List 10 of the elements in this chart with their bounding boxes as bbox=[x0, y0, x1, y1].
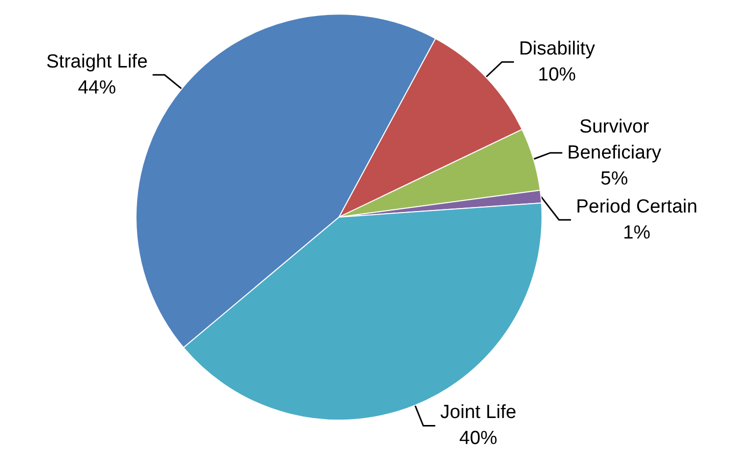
slice-label: Joint Life bbox=[440, 402, 516, 424]
data-label: 10% bbox=[538, 64, 576, 86]
data-label: 44% bbox=[78, 77, 116, 98]
data-label: 40% bbox=[459, 428, 498, 450]
slice-label: Period Certain bbox=[576, 196, 698, 218]
slice-label: Disability bbox=[518, 38, 596, 60]
data-label: 1% bbox=[622, 222, 651, 244]
slice-label: Straight Life bbox=[46, 51, 148, 72]
data-label: 5% bbox=[600, 168, 628, 190]
slice-label: Survivor Beneficiary bbox=[567, 116, 662, 164]
